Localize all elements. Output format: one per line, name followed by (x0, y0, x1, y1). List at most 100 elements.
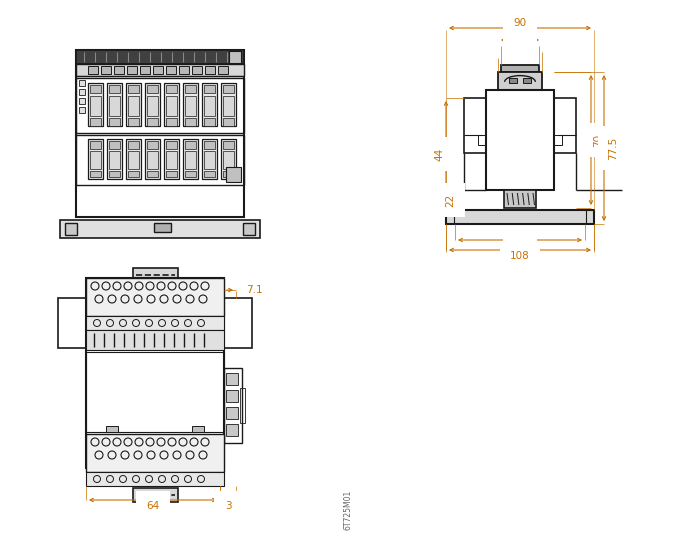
Bar (226, 167, 241, 182)
Bar (132, 268, 178, 282)
Bar (498, 72, 542, 90)
Bar (90, 171, 101, 177)
Bar (185, 151, 196, 169)
Bar (226, 390, 238, 402)
Bar (185, 118, 196, 126)
Bar (554, 135, 562, 145)
Bar (202, 139, 217, 179)
Bar (86, 434, 224, 472)
Bar (79, 89, 85, 95)
Bar (109, 171, 120, 177)
Bar (504, 190, 536, 208)
Bar (147, 96, 158, 116)
Bar (132, 488, 178, 502)
Bar (109, 141, 120, 149)
Bar (58, 298, 86, 348)
Bar (226, 407, 238, 419)
Bar (185, 85, 196, 93)
Bar (90, 151, 101, 169)
Bar (90, 85, 101, 93)
Bar (179, 66, 189, 74)
Bar (79, 80, 85, 86)
Bar (223, 85, 234, 93)
Bar (204, 141, 215, 149)
Bar (76, 64, 244, 76)
Bar (128, 151, 139, 169)
Bar (76, 135, 244, 185)
Bar (101, 66, 111, 74)
Bar (147, 171, 158, 177)
Bar (204, 151, 215, 169)
Bar (107, 139, 122, 179)
Bar (166, 141, 177, 149)
Bar (166, 96, 177, 116)
Text: 6T725M01: 6T725M01 (344, 490, 353, 530)
Text: 108: 108 (510, 251, 530, 261)
Bar (164, 83, 179, 126)
Bar (192, 66, 202, 74)
Bar (185, 141, 196, 149)
Bar (154, 223, 171, 232)
Bar (86, 316, 224, 330)
Bar (90, 96, 101, 116)
Bar (90, 118, 101, 126)
Bar (243, 223, 255, 235)
Bar (464, 98, 486, 153)
Bar (107, 83, 122, 126)
Bar (79, 98, 85, 104)
Bar (223, 171, 234, 177)
Bar (128, 118, 139, 126)
Bar (223, 118, 234, 126)
Bar (224, 298, 252, 348)
Bar (109, 151, 120, 169)
Text: 22: 22 (445, 193, 455, 207)
Bar (204, 118, 215, 126)
Bar (147, 118, 158, 126)
Bar (223, 141, 234, 149)
Bar (509, 78, 517, 83)
Bar (166, 151, 177, 169)
Bar (166, 118, 177, 126)
Bar (164, 139, 179, 179)
Text: 70: 70 (593, 133, 603, 147)
Bar (86, 472, 224, 486)
Bar (221, 139, 236, 179)
Bar (126, 83, 141, 126)
Bar (226, 424, 238, 436)
Bar (128, 85, 139, 93)
Bar (106, 426, 118, 432)
Bar (486, 90, 554, 190)
Bar (185, 171, 196, 177)
Text: 64: 64 (146, 501, 160, 511)
Bar (226, 373, 238, 385)
Bar (204, 96, 215, 116)
Text: 90: 90 (513, 18, 526, 28)
Text: 77.5: 77.5 (608, 136, 618, 159)
Bar (147, 151, 158, 169)
Text: 44: 44 (434, 147, 444, 161)
Bar (205, 66, 215, 74)
Bar (88, 66, 98, 74)
Bar (523, 78, 531, 83)
Text: 98: 98 (513, 241, 526, 251)
Bar (446, 210, 594, 224)
Bar (128, 171, 139, 177)
Bar (202, 83, 217, 126)
Bar (60, 220, 260, 238)
Bar (192, 426, 204, 432)
Bar (501, 65, 539, 72)
Bar (221, 83, 236, 126)
Bar (109, 96, 120, 116)
Bar (185, 96, 196, 116)
Bar (166, 171, 177, 177)
Bar (554, 98, 576, 153)
Bar (140, 66, 150, 74)
Bar (86, 330, 224, 350)
Bar (76, 50, 244, 64)
Bar (88, 139, 103, 179)
Bar (153, 66, 163, 74)
Bar (65, 223, 77, 235)
Bar (229, 51, 241, 63)
Bar (128, 96, 139, 116)
Bar (76, 50, 244, 217)
